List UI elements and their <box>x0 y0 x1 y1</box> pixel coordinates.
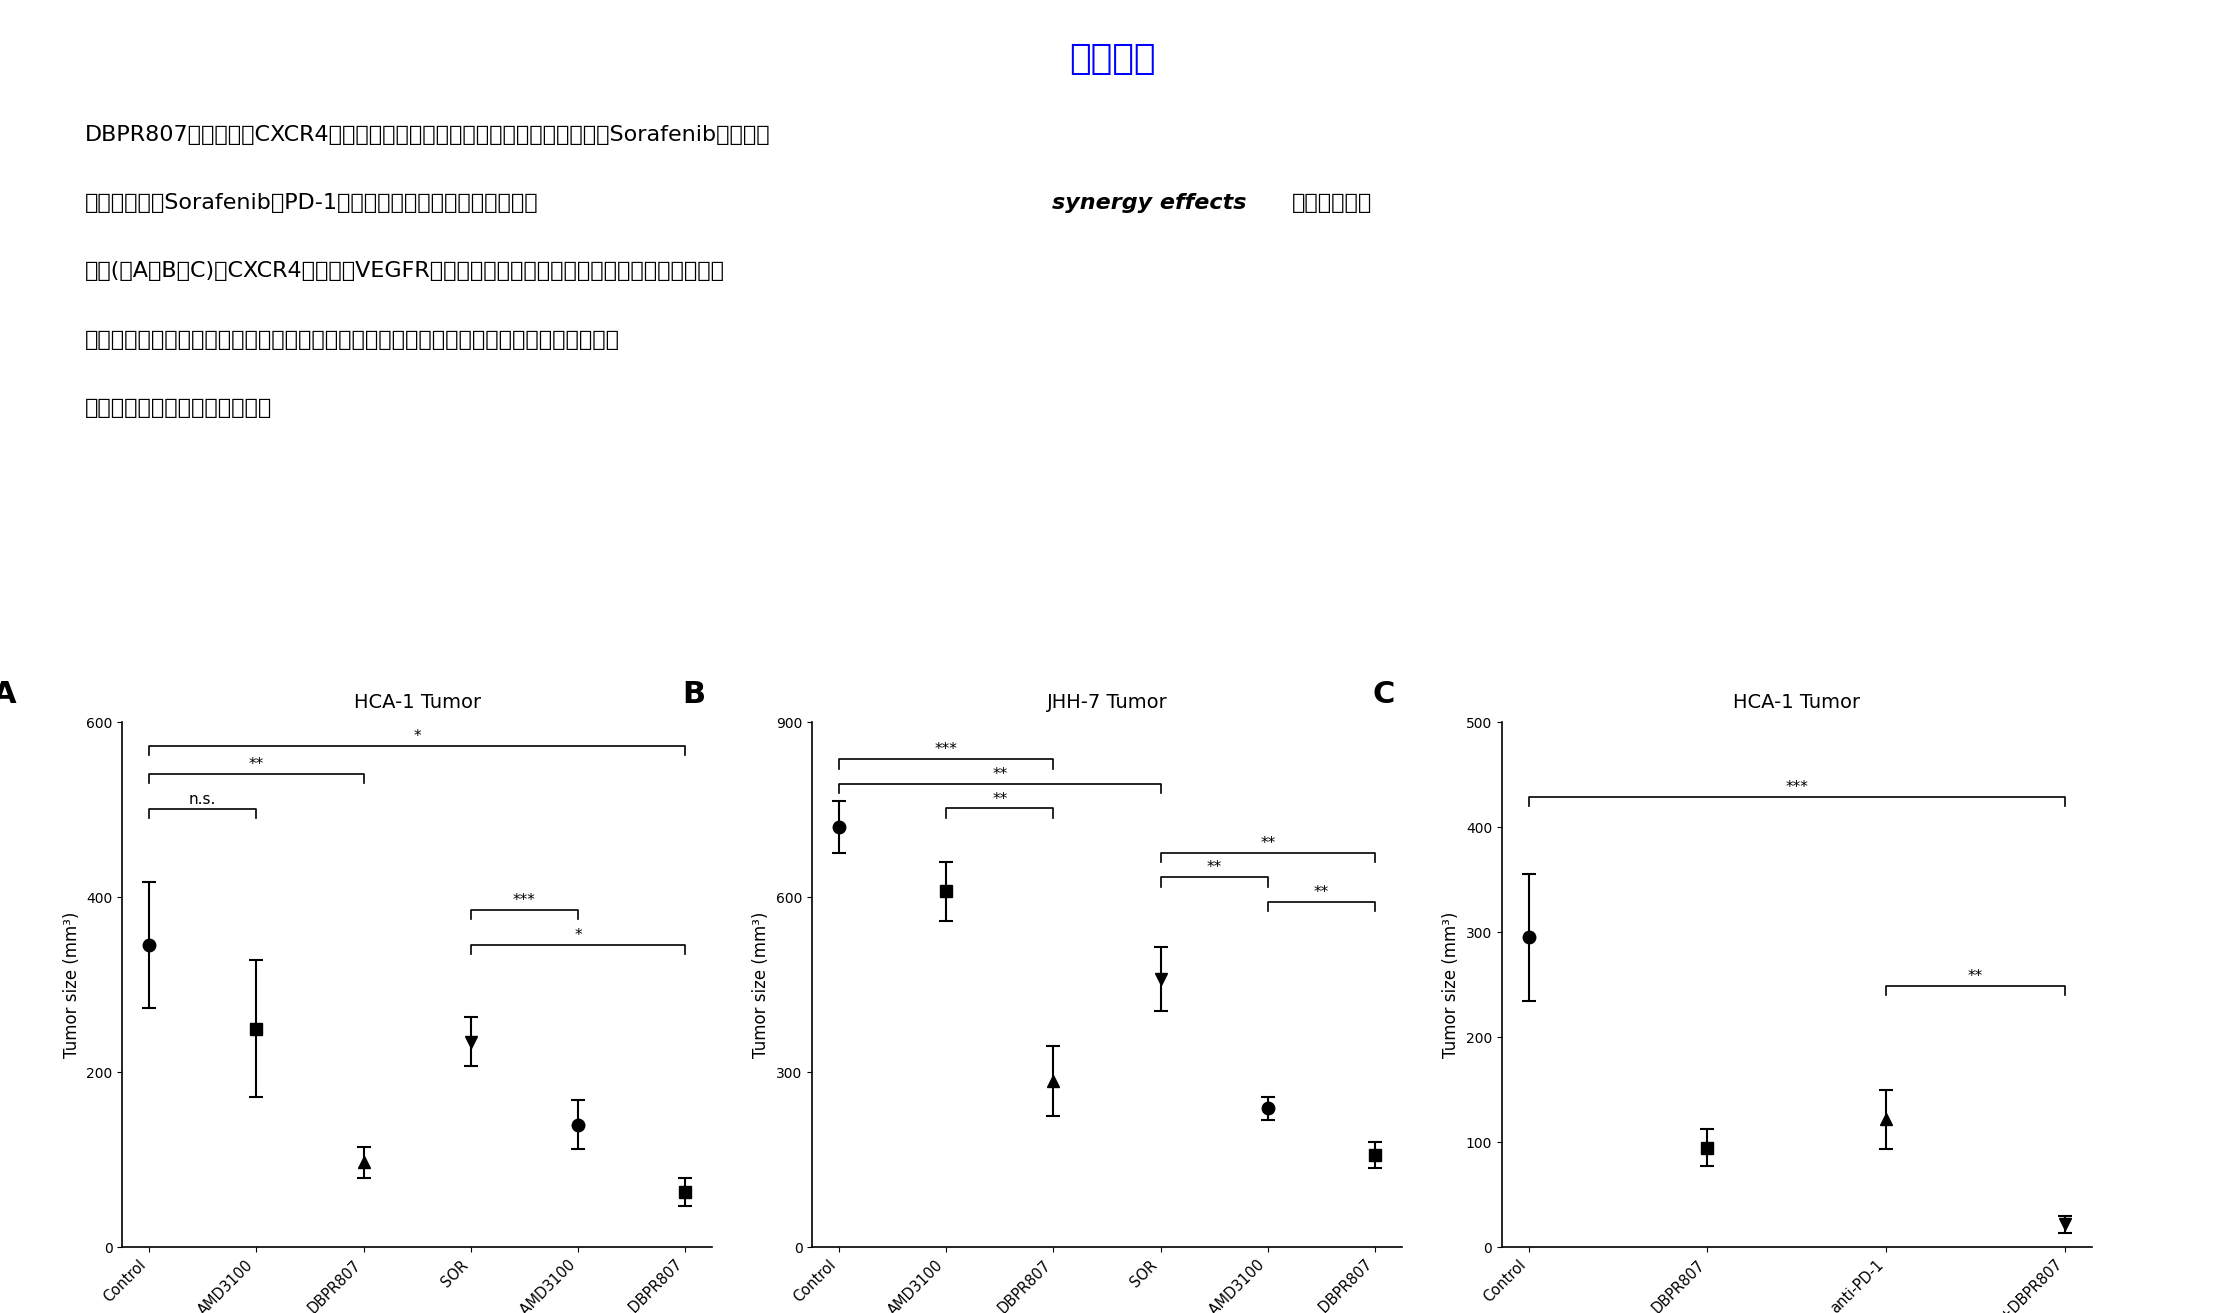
Text: ***: *** <box>1784 780 1809 794</box>
Text: **: ** <box>1206 860 1222 876</box>
Text: ***: *** <box>934 742 957 758</box>
Text: 可望成為治療肝癌的主流趨勢。: 可望成為治療肝癌的主流趨勢。 <box>85 398 271 418</box>
Title: HCA-1 Tumor: HCA-1 Tumor <box>1733 693 1860 712</box>
Text: 療效(圖A，B及C)，CXCR4拮抗劑與VEGFR抑制劑或免疫檢查點抑制劑的合併療法是兼具改變: 療效(圖A，B及C)，CXCR4拮抗劑與VEGFR抑制劑或免疫檢查點抑制劑的合併… <box>85 261 725 281</box>
Text: synergy effects: synergy effects <box>1052 193 1246 213</box>
Text: **: ** <box>249 758 265 772</box>
Text: ***: *** <box>514 893 536 907</box>
Text: **: ** <box>1259 836 1275 851</box>
Text: **: ** <box>1967 969 1982 983</box>
Text: **: ** <box>1313 885 1328 899</box>
Text: B: B <box>683 680 705 709</box>
Text: **: ** <box>992 767 1008 783</box>
Text: DBPR807是第一個以CXCR4為標的之小分子抗肝癌藥物，單獨給藥就已超越Sorafenib的抗肝癌: DBPR807是第一個以CXCR4為標的之小分子抗肝癌藥物，單獨給藥就已超越So… <box>85 125 770 144</box>
Title: HCA-1 Tumor: HCA-1 Tumor <box>354 693 481 712</box>
Text: A: A <box>0 680 16 709</box>
Text: *: * <box>414 729 421 744</box>
Text: 效果。若能與Sorafenib或PD-1抗體合併使用，則產生協同效應（: 效果。若能與Sorafenib或PD-1抗體合併使用，則產生協同效應（ <box>85 193 538 213</box>
Y-axis label: Tumor size (mm³): Tumor size (mm³) <box>62 911 80 1058</box>
Y-axis label: Tumor size (mm³): Tumor size (mm³) <box>1442 911 1460 1058</box>
Text: 腫瘤微環境、提升免疫力毒殺癌細胞、抑制癌組織新生血管及阻止癌細胞轉移的多重功效，: 腫瘤微環境、提升免疫力毒殺癌細胞、抑制癌組織新生血管及阻止癌細胞轉移的多重功效， <box>85 330 619 349</box>
Title: JHH-7 Tumor: JHH-7 Tumor <box>1046 693 1168 712</box>
Text: **: ** <box>992 792 1008 806</box>
Text: C: C <box>1373 680 1395 709</box>
Text: ）達到更好的: ）達到更好的 <box>1293 193 1373 213</box>
Text: *: * <box>574 928 581 943</box>
Y-axis label: Tumor size (mm³): Tumor size (mm³) <box>752 911 770 1058</box>
Text: n.s.: n.s. <box>189 792 216 807</box>
Text: 技術說明: 技術說明 <box>1070 42 1155 76</box>
